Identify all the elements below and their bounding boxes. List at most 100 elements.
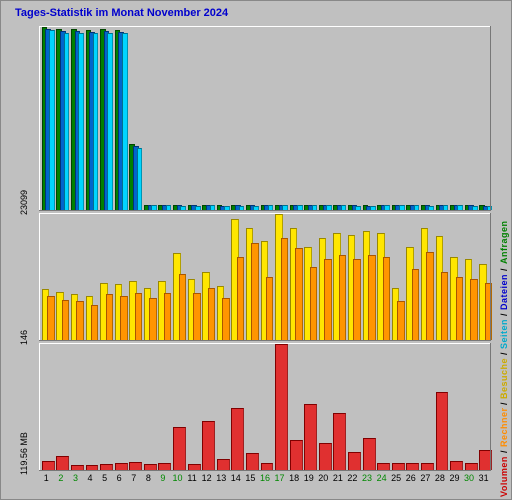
bar bbox=[151, 205, 157, 210]
bar bbox=[441, 272, 448, 340]
bar bbox=[42, 461, 55, 470]
ylabel-volume: 119.56 MB bbox=[19, 347, 29, 475]
bar bbox=[86, 465, 99, 470]
day-label: 26 bbox=[403, 473, 418, 483]
bar bbox=[100, 464, 113, 470]
bar bbox=[397, 301, 404, 340]
legend-item: Seiten bbox=[499, 319, 509, 349]
day-label: 3 bbox=[68, 473, 83, 483]
bar bbox=[392, 463, 405, 470]
day-label: 19 bbox=[301, 473, 316, 483]
bar bbox=[173, 427, 186, 470]
legend-item: Rechner bbox=[499, 408, 509, 448]
bar bbox=[224, 206, 230, 210]
bar bbox=[261, 463, 274, 470]
day-label: 24 bbox=[374, 473, 389, 483]
legend-sep: / bbox=[499, 399, 509, 408]
bar bbox=[56, 456, 69, 470]
bar bbox=[222, 298, 229, 340]
day-label: 30 bbox=[462, 473, 477, 483]
bar bbox=[275, 344, 288, 470]
bar bbox=[208, 288, 215, 340]
bar bbox=[149, 298, 156, 340]
day-label: 20 bbox=[316, 473, 331, 483]
bar bbox=[71, 465, 84, 470]
bar bbox=[377, 463, 390, 470]
bar bbox=[324, 259, 331, 340]
bar bbox=[106, 294, 113, 340]
bar bbox=[122, 33, 128, 210]
bar bbox=[297, 205, 303, 210]
day-label: 28 bbox=[433, 473, 448, 483]
bar bbox=[78, 33, 84, 210]
day-label: 1 bbox=[39, 473, 54, 483]
legend-item: Dateien bbox=[499, 274, 509, 310]
bar bbox=[353, 259, 360, 340]
bar bbox=[188, 464, 201, 470]
bar bbox=[341, 205, 347, 210]
bar bbox=[158, 463, 171, 470]
bar bbox=[107, 33, 113, 210]
bar bbox=[295, 248, 302, 340]
legend-sep: / bbox=[499, 447, 509, 456]
bar bbox=[348, 452, 361, 470]
bar bbox=[137, 148, 143, 210]
chart-title: Tages-Statistik im Monat November 2024 bbox=[15, 7, 228, 19]
bar bbox=[457, 205, 463, 210]
bar bbox=[465, 463, 478, 470]
bar bbox=[310, 267, 317, 340]
bar bbox=[76, 301, 83, 340]
bar bbox=[479, 450, 492, 470]
bar bbox=[384, 205, 390, 210]
bar bbox=[115, 463, 128, 470]
bar bbox=[487, 206, 493, 210]
bar bbox=[47, 296, 54, 340]
day-label: 13 bbox=[214, 473, 229, 483]
ylabel-visits: 146 bbox=[19, 217, 29, 345]
bar bbox=[406, 463, 419, 470]
legend-item: Besuche bbox=[499, 358, 509, 399]
day-label: 16 bbox=[258, 473, 273, 483]
bar bbox=[363, 438, 376, 470]
bar bbox=[144, 464, 157, 470]
day-label: 9 bbox=[156, 473, 171, 483]
bar bbox=[472, 206, 478, 210]
bar bbox=[368, 255, 375, 340]
bar bbox=[246, 453, 259, 470]
bar bbox=[217, 459, 230, 470]
bar bbox=[412, 269, 419, 340]
bar bbox=[470, 279, 477, 340]
bar bbox=[370, 206, 376, 210]
bar bbox=[179, 274, 186, 340]
day-label: 15 bbox=[243, 473, 258, 483]
bar bbox=[231, 408, 244, 470]
bar bbox=[281, 238, 288, 340]
legend: Volumen / Rechner / Besuche / Seiten / D… bbox=[499, 221, 509, 497]
bar bbox=[304, 404, 317, 470]
bar bbox=[164, 293, 171, 340]
bar bbox=[91, 305, 98, 340]
day-label: 11 bbox=[185, 473, 200, 483]
bar bbox=[193, 293, 200, 340]
bar bbox=[166, 205, 172, 210]
stats-frame: Tages-Statistik im Monat November 2024 2… bbox=[0, 0, 512, 500]
day-label: 17 bbox=[272, 473, 287, 483]
day-label: 21 bbox=[331, 473, 346, 483]
x-axis-days: 1234567891011121314151617181920212223242… bbox=[39, 473, 491, 483]
bar bbox=[319, 443, 332, 470]
bar bbox=[339, 255, 346, 340]
bar bbox=[456, 277, 463, 340]
bar bbox=[399, 205, 405, 210]
legend-item: Anfragen bbox=[499, 221, 509, 265]
bar bbox=[49, 30, 55, 210]
bar bbox=[428, 206, 434, 210]
bar bbox=[333, 413, 346, 470]
bar bbox=[383, 257, 390, 340]
day-label: 14 bbox=[229, 473, 244, 483]
day-label: 4 bbox=[83, 473, 98, 483]
bar bbox=[64, 33, 70, 210]
day-label: 2 bbox=[54, 473, 69, 483]
legend-sep: / bbox=[499, 310, 509, 319]
bar bbox=[485, 283, 492, 341]
bar bbox=[282, 205, 288, 210]
